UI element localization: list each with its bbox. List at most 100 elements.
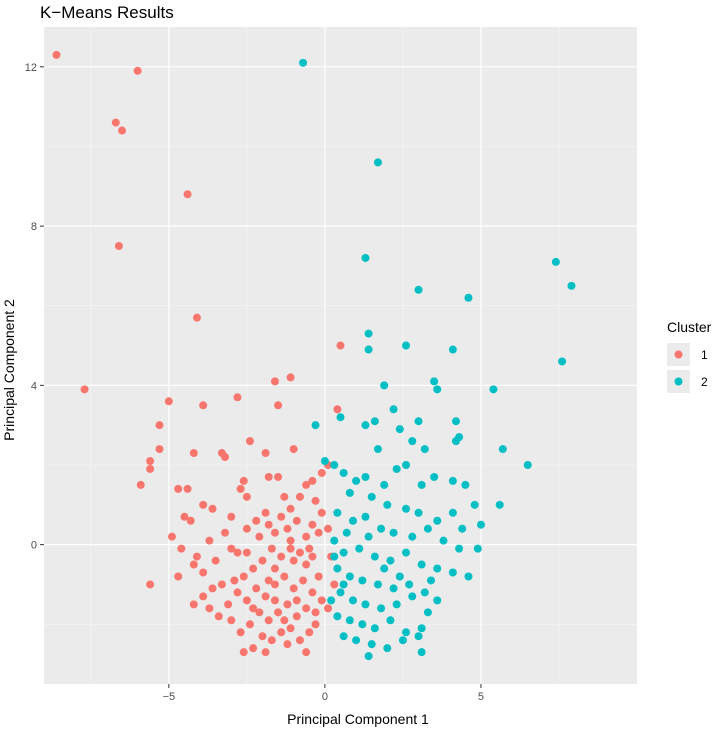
cluster-2-point <box>339 468 348 477</box>
cluster-1-point <box>242 596 251 605</box>
cluster-1-point <box>255 532 264 541</box>
cluster-1-point <box>239 648 248 657</box>
cluster-1-point <box>180 512 189 521</box>
cluster-2-point <box>367 640 376 649</box>
cluster-1-point <box>286 373 295 382</box>
cluster-1-point <box>324 524 333 533</box>
legend-dot-2 <box>674 377 683 386</box>
cluster-1-point <box>261 592 270 601</box>
cluster-2-point <box>361 472 370 481</box>
cluster-2-point <box>498 445 507 454</box>
cluster-2-point <box>377 604 386 613</box>
cluster-2-point <box>327 596 336 605</box>
cluster-1-point <box>270 377 279 386</box>
cluster-1-point <box>227 544 236 553</box>
cluster-2-point <box>386 556 395 565</box>
cluster-2-point <box>448 568 457 577</box>
cluster-1-point <box>164 397 173 406</box>
cluster-1-point <box>136 480 145 489</box>
cluster-1-point <box>289 445 298 454</box>
x-tick-label: −5 <box>163 691 176 703</box>
cluster-1-point <box>286 536 295 545</box>
cluster-1-point <box>252 516 261 525</box>
cluster-1-point <box>214 612 223 621</box>
cluster-1-point <box>242 492 251 501</box>
cluster-1-point <box>199 568 208 577</box>
cluster-1-point <box>292 596 301 605</box>
cluster-2-point <box>373 158 382 167</box>
cluster-1-point <box>233 548 242 557</box>
y-tick-label: 0 <box>31 540 37 552</box>
cluster-1-point <box>114 242 123 250</box>
cluster-1-point <box>177 544 186 553</box>
cluster-1-point <box>302 532 311 541</box>
cluster-1-point <box>239 476 248 485</box>
cluster-1-point <box>311 608 320 617</box>
cluster-1-point <box>255 608 264 617</box>
cluster-2-point <box>339 548 348 557</box>
cluster-1-point <box>277 512 286 521</box>
cluster-2-point <box>392 464 401 473</box>
cluster-2-point <box>458 524 467 533</box>
cluster-2-point <box>433 385 442 394</box>
cluster-1-point <box>305 544 314 553</box>
cluster-2-point <box>523 461 532 469</box>
cluster-2-point <box>417 560 426 569</box>
cluster-2-point <box>330 461 339 469</box>
legend: Cluster 1 2 <box>667 319 712 393</box>
cluster-1-point <box>308 588 317 597</box>
y-tick-label: 8 <box>31 221 37 233</box>
cluster-2-point <box>355 544 364 553</box>
cluster-2-point <box>383 500 392 509</box>
cluster-1-point <box>264 576 273 585</box>
cluster-2-point <box>358 620 367 629</box>
cluster-2-point <box>489 385 498 394</box>
legend-label-2: 2 <box>701 375 708 389</box>
plot-panel <box>44 27 637 684</box>
cluster-2-point <box>333 508 342 517</box>
cluster-1-point <box>189 600 198 609</box>
cluster-1-point <box>280 616 289 625</box>
cluster-1-point <box>146 580 155 589</box>
cluster-2-point <box>558 357 567 366</box>
cluster-2-point <box>373 580 382 589</box>
x-axis-ticks: −5 0 5 <box>163 684 484 703</box>
cluster-1-point <box>189 449 198 458</box>
cluster-2-point <box>352 636 361 645</box>
cluster-2-point <box>336 413 345 422</box>
cluster-2-point <box>567 281 576 290</box>
cluster-2-point <box>430 377 439 386</box>
cluster-2-point <box>370 417 379 426</box>
cluster-1-point <box>264 520 273 529</box>
cluster-2-point <box>402 548 411 557</box>
cluster-1-point <box>302 604 311 613</box>
cluster-2-point <box>417 648 426 657</box>
cluster-1-point <box>289 556 298 565</box>
cluster-1-point <box>258 632 267 641</box>
cluster-1-point <box>183 190 192 199</box>
cluster-1-point <box>277 552 286 561</box>
cluster-1-point <box>186 516 195 525</box>
cluster-1-point <box>308 520 317 529</box>
cluster-2-point <box>361 421 370 430</box>
cluster-1-point <box>280 492 289 501</box>
cluster-2-point <box>414 417 423 426</box>
cluster-2-point <box>364 345 373 354</box>
cluster-1-point <box>146 464 155 473</box>
major-gridlines <box>44 27 637 684</box>
cluster-2-point <box>414 632 423 641</box>
cluster-1-point <box>174 484 183 493</box>
cluster-2-point <box>414 285 423 294</box>
cluster-2-point <box>386 616 395 625</box>
cluster-2-point <box>417 624 426 633</box>
cluster-1-point <box>155 421 164 430</box>
cluster-1-point <box>286 504 295 513</box>
cluster-1-point <box>311 496 320 505</box>
cluster-2-point <box>464 572 473 581</box>
cluster-2-point <box>451 417 460 426</box>
cluster-2-point <box>402 341 411 350</box>
cluster-2-point <box>358 576 367 585</box>
cluster-1-point <box>330 580 339 589</box>
cluster-2-point <box>364 532 373 541</box>
legend-dot-1 <box>674 350 683 359</box>
